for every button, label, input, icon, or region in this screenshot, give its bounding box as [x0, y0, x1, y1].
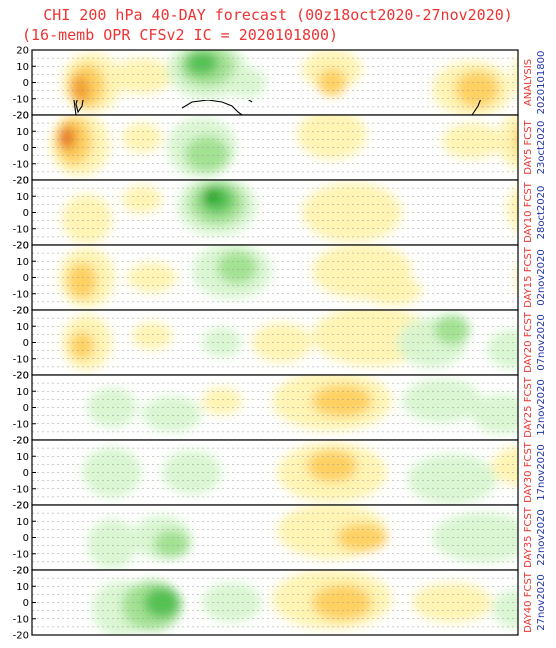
y-tick-label: 0: [23, 468, 29, 479]
map-panel: 20 10 0 -10 -20 DAY5 FCST 23oct2020: [13, 111, 547, 187]
y-tick-label: 10: [16, 257, 29, 268]
y-tick-label: 10: [16, 452, 29, 463]
map-panel: 20 10 0 -10 -20 DAY20 FCST 07nov2020: [13, 306, 547, 382]
y-tick-label: 0: [23, 533, 29, 544]
panel-label: DAY15 FCST: [523, 246, 534, 308]
chi-shading: [32, 245, 518, 308]
panel-label: DAY20 FCST: [523, 311, 534, 373]
panel-label: ANALYSIS: [523, 59, 534, 106]
chi-shading: [32, 442, 518, 504]
panel-date: 07nov2020: [536, 314, 547, 371]
y-tick-label: 10: [16, 387, 29, 398]
y-tick-label: 0: [23, 78, 29, 89]
y-tick-label: -20: [13, 241, 29, 252]
panel-label: DAY30 FCST: [523, 441, 534, 503]
chi-shading: [32, 505, 518, 569]
y-tick-label: 0: [23, 338, 29, 349]
y-tick-label: 10: [16, 192, 29, 203]
chi-shading: [32, 310, 518, 371]
panel-date: 02nov2020: [536, 249, 547, 306]
y-tick-label: 20: [16, 111, 29, 122]
y-tick-label: -20: [13, 631, 29, 642]
panel-date: 12nov2020: [536, 379, 547, 436]
panel-date: 23oct2020: [536, 121, 547, 175]
chi-shading: [32, 570, 518, 635]
chi-shading: [32, 115, 518, 178]
y-tick-label: -20: [13, 501, 29, 512]
y-tick-label: 10: [16, 127, 29, 138]
panel-label: DAY10 FCST: [523, 181, 534, 243]
y-tick-label: 20: [16, 241, 29, 252]
map-title-line2: (16-memb OPR CFSv2 IC = 2020101800): [22, 26, 339, 44]
y-tick-label: 10: [16, 517, 29, 528]
y-tick-label: 0: [23, 598, 29, 609]
y-tick-label: -10: [13, 614, 29, 625]
y-tick-label: 20: [16, 436, 29, 447]
map-panel: 20 10 0 -10 -20 DAY35 FCST 22nov2020: [13, 501, 547, 577]
y-tick-label: -10: [13, 484, 29, 495]
y-tick-label: -10: [13, 549, 29, 560]
map-panel: 20 10 0 -10 -20 DAY15 FCST 02nov2020: [13, 241, 547, 317]
map-panel: 20 10 0 -10 -20 DAY30 FCST 17nov2020: [13, 436, 547, 512]
chi-shading: [32, 50, 518, 115]
panel-date: 2020101800: [536, 51, 547, 115]
map-panel: 20 10 0 -10 -20 ANALYSIS 2020101800: [13, 46, 547, 122]
map-panel: 20 10 0 -10 -20 DAY25 FCST 12nov2020: [13, 371, 547, 447]
chi-shading: [32, 375, 518, 434]
y-tick-label: -20: [13, 436, 29, 447]
panel-date: 28oct2020: [536, 186, 547, 240]
y-tick-label: 20: [16, 371, 29, 382]
panel-label: DAY5 FCST: [523, 119, 534, 174]
y-tick-label: -10: [13, 419, 29, 430]
y-tick-label: -10: [13, 224, 29, 235]
y-tick-label: 20: [16, 306, 29, 317]
y-tick-label: -10: [13, 289, 29, 300]
map-panel: 20 10 0 -10 -20 DAY10 FCST 28oct2020: [13, 176, 547, 252]
y-tick-label: 0: [23, 273, 29, 284]
panel-label: DAY35 FCST: [523, 506, 534, 568]
y-tick-label: -10: [13, 354, 29, 365]
y-tick-label: -20: [13, 111, 29, 122]
y-tick-label: 10: [16, 62, 29, 73]
y-tick-label: -10: [13, 159, 29, 170]
y-tick-label: 0: [23, 143, 29, 154]
panel-date: 27nov2020: [536, 574, 547, 631]
y-tick-label: -10: [13, 94, 29, 105]
y-tick-label: 10: [16, 322, 29, 333]
panel-label: DAY40 FCST: [523, 571, 534, 633]
y-tick-label: 20: [16, 566, 29, 577]
y-tick-label: -20: [13, 371, 29, 382]
panel-label: DAY25 FCST: [523, 376, 534, 438]
y-tick-label: 0: [23, 403, 29, 414]
y-tick-label: 10: [16, 582, 29, 593]
y-tick-label: 20: [16, 46, 29, 57]
y-tick-label: -20: [13, 176, 29, 187]
coastline: [73, 100, 481, 116]
y-tick-label: 20: [16, 501, 29, 512]
panel-date: 17nov2020: [536, 444, 547, 501]
y-tick-label: -20: [13, 566, 29, 577]
map-panel: 20 10 0 -10 -20 DAY40 FCST 27nov2020: [13, 566, 547, 642]
y-tick-label: 0: [23, 208, 29, 219]
map-title-line1: CHI 200 hPa 40-DAY forecast (00z18oct202…: [43, 6, 513, 24]
panel-date: 22nov2020: [536, 509, 547, 566]
chi-shading: [32, 180, 518, 244]
y-tick-label: 20: [16, 176, 29, 187]
y-tick-label: -20: [13, 306, 29, 317]
